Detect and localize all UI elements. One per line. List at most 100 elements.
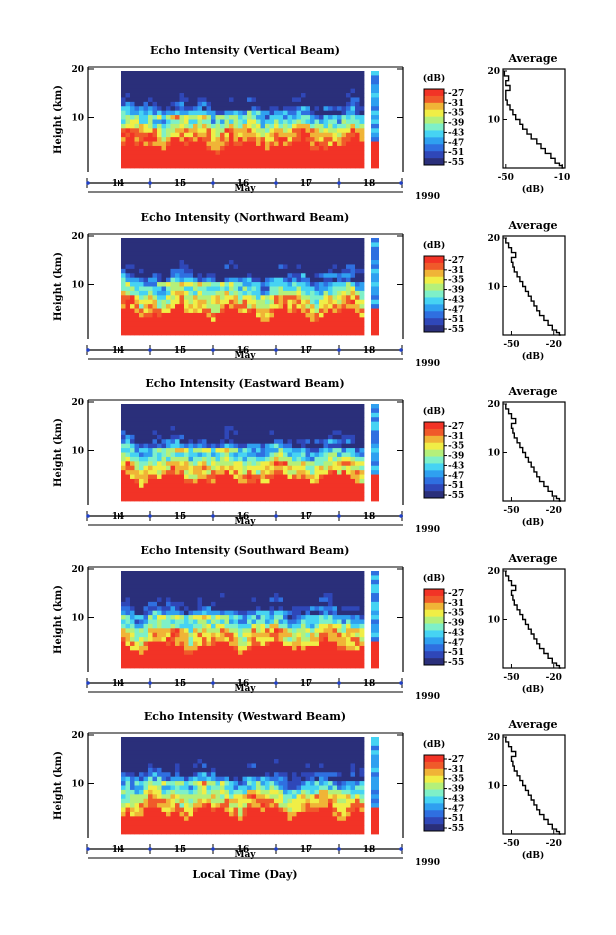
heatmap-cell	[333, 430, 338, 435]
heatmap-cell	[310, 430, 315, 435]
heatmap-cell	[234, 488, 239, 493]
heatmap-cell	[135, 642, 140, 647]
heatmap-cell	[229, 408, 234, 413]
heatmap-cell	[360, 304, 365, 309]
heatmap-cell	[121, 435, 126, 440]
heatmap-cell	[306, 413, 311, 418]
heatmap-cell	[130, 475, 135, 480]
heatmap-cell	[135, 479, 140, 484]
heatmap-cell	[234, 269, 239, 274]
heatmap-cell	[229, 106, 234, 111]
heatmap-cell	[301, 448, 306, 453]
heatmap-cell	[301, 408, 306, 413]
heatmap-cell	[274, 273, 279, 278]
heatmap-cell	[171, 457, 176, 462]
heatmap-cell	[148, 655, 153, 660]
heatmap-cell	[207, 444, 212, 449]
heatmap-cell	[216, 89, 221, 94]
heatmap-cell	[180, 273, 185, 278]
heatmap-cell	[234, 470, 239, 475]
heatmap-cell	[355, 461, 360, 466]
heatmap-cell	[247, 282, 252, 287]
heatmap-cell	[180, 637, 185, 642]
heatmap-cell	[337, 624, 342, 629]
heatmap-cell	[216, 593, 221, 598]
heatmap-cell	[342, 470, 347, 475]
heatmap-cell	[292, 120, 297, 125]
heatmap-cell	[310, 291, 315, 296]
heatmap-cell	[297, 488, 302, 493]
heatmap-cell	[144, 75, 149, 80]
heatmap-cell	[171, 575, 176, 580]
colorbar-swatch	[424, 429, 444, 436]
heatmap-cell	[256, 615, 261, 620]
heatmap-cell	[193, 97, 198, 102]
x-tick-label: 14	[112, 512, 125, 522]
heatmap-cell	[256, 408, 261, 413]
heatmap-cell	[153, 238, 158, 243]
heatmap-cell	[162, 93, 167, 98]
heatmap-cell	[319, 97, 324, 102]
heatmap-cell	[139, 453, 144, 458]
heatmap-cell	[139, 417, 144, 422]
heatmap-cell	[225, 408, 230, 413]
heatmap-cell	[166, 309, 171, 314]
heatmap-cell	[351, 479, 356, 484]
heatmap-cell	[346, 479, 351, 484]
heatmap-cell	[162, 326, 167, 331]
heatmap-cell	[234, 589, 239, 594]
heatmap-cell	[130, 606, 135, 611]
heatmap-cell	[139, 426, 144, 431]
heatmap-cell	[279, 97, 284, 102]
heatmap-cell	[301, 133, 306, 138]
heatmap-cell	[144, 664, 149, 669]
heatmap-cell	[162, 89, 167, 94]
heatmap-cell	[360, 448, 365, 453]
heatmap-cell	[166, 120, 171, 125]
heatmap-cell	[234, 146, 239, 151]
heatmap-cell	[180, 309, 185, 314]
heatmap-cell	[310, 251, 315, 256]
heatmap-cell	[310, 273, 315, 278]
heatmap-cell	[283, 571, 288, 576]
average-x-tick-label: -50	[498, 173, 514, 183]
heatmap-cell	[360, 164, 365, 169]
heatmap-cell	[166, 150, 171, 155]
heatmap-cell	[315, 251, 320, 256]
heatmap-cell	[283, 146, 288, 151]
heatmap-cell	[337, 133, 342, 138]
heatmap-cell	[265, 606, 270, 611]
heatmap-cell	[371, 97, 379, 102]
heatmap-cell	[333, 137, 338, 142]
heatmap-cell	[297, 611, 302, 616]
heatmap-cell	[315, 422, 320, 427]
heatmap-cell	[292, 93, 297, 98]
heatmap-cell	[216, 264, 221, 269]
heatmap-cell	[216, 413, 221, 418]
heatmap-cell	[126, 646, 131, 651]
heatmap-cell	[274, 453, 279, 458]
heatmap-cell	[238, 646, 243, 651]
heatmap-cell	[288, 111, 293, 116]
heatmap-cell	[220, 664, 225, 669]
heatmap-cell	[180, 426, 185, 431]
heatmap-cell	[261, 300, 266, 305]
heatmap-cell	[121, 479, 126, 484]
heatmap-cell	[198, 620, 203, 625]
heatmap-cell	[333, 120, 338, 125]
heatmap-cell	[225, 589, 230, 594]
heatmap-cell	[144, 133, 149, 138]
heatmap-cell	[315, 488, 320, 493]
heatmap-cell	[328, 75, 333, 80]
heatmap-cell	[220, 620, 225, 625]
heatmap-cell	[198, 497, 203, 502]
heatmap-cell	[346, 291, 351, 296]
heatmap-cell	[270, 238, 275, 243]
heatmap-cell	[211, 238, 216, 243]
heatmap-cell	[270, 620, 275, 625]
heatmap-cell	[175, 242, 180, 247]
heatmap-cell	[220, 71, 225, 76]
heatmap-cell	[207, 247, 212, 252]
heatmap-cell	[297, 650, 302, 655]
heatmap-cell	[211, 84, 216, 89]
